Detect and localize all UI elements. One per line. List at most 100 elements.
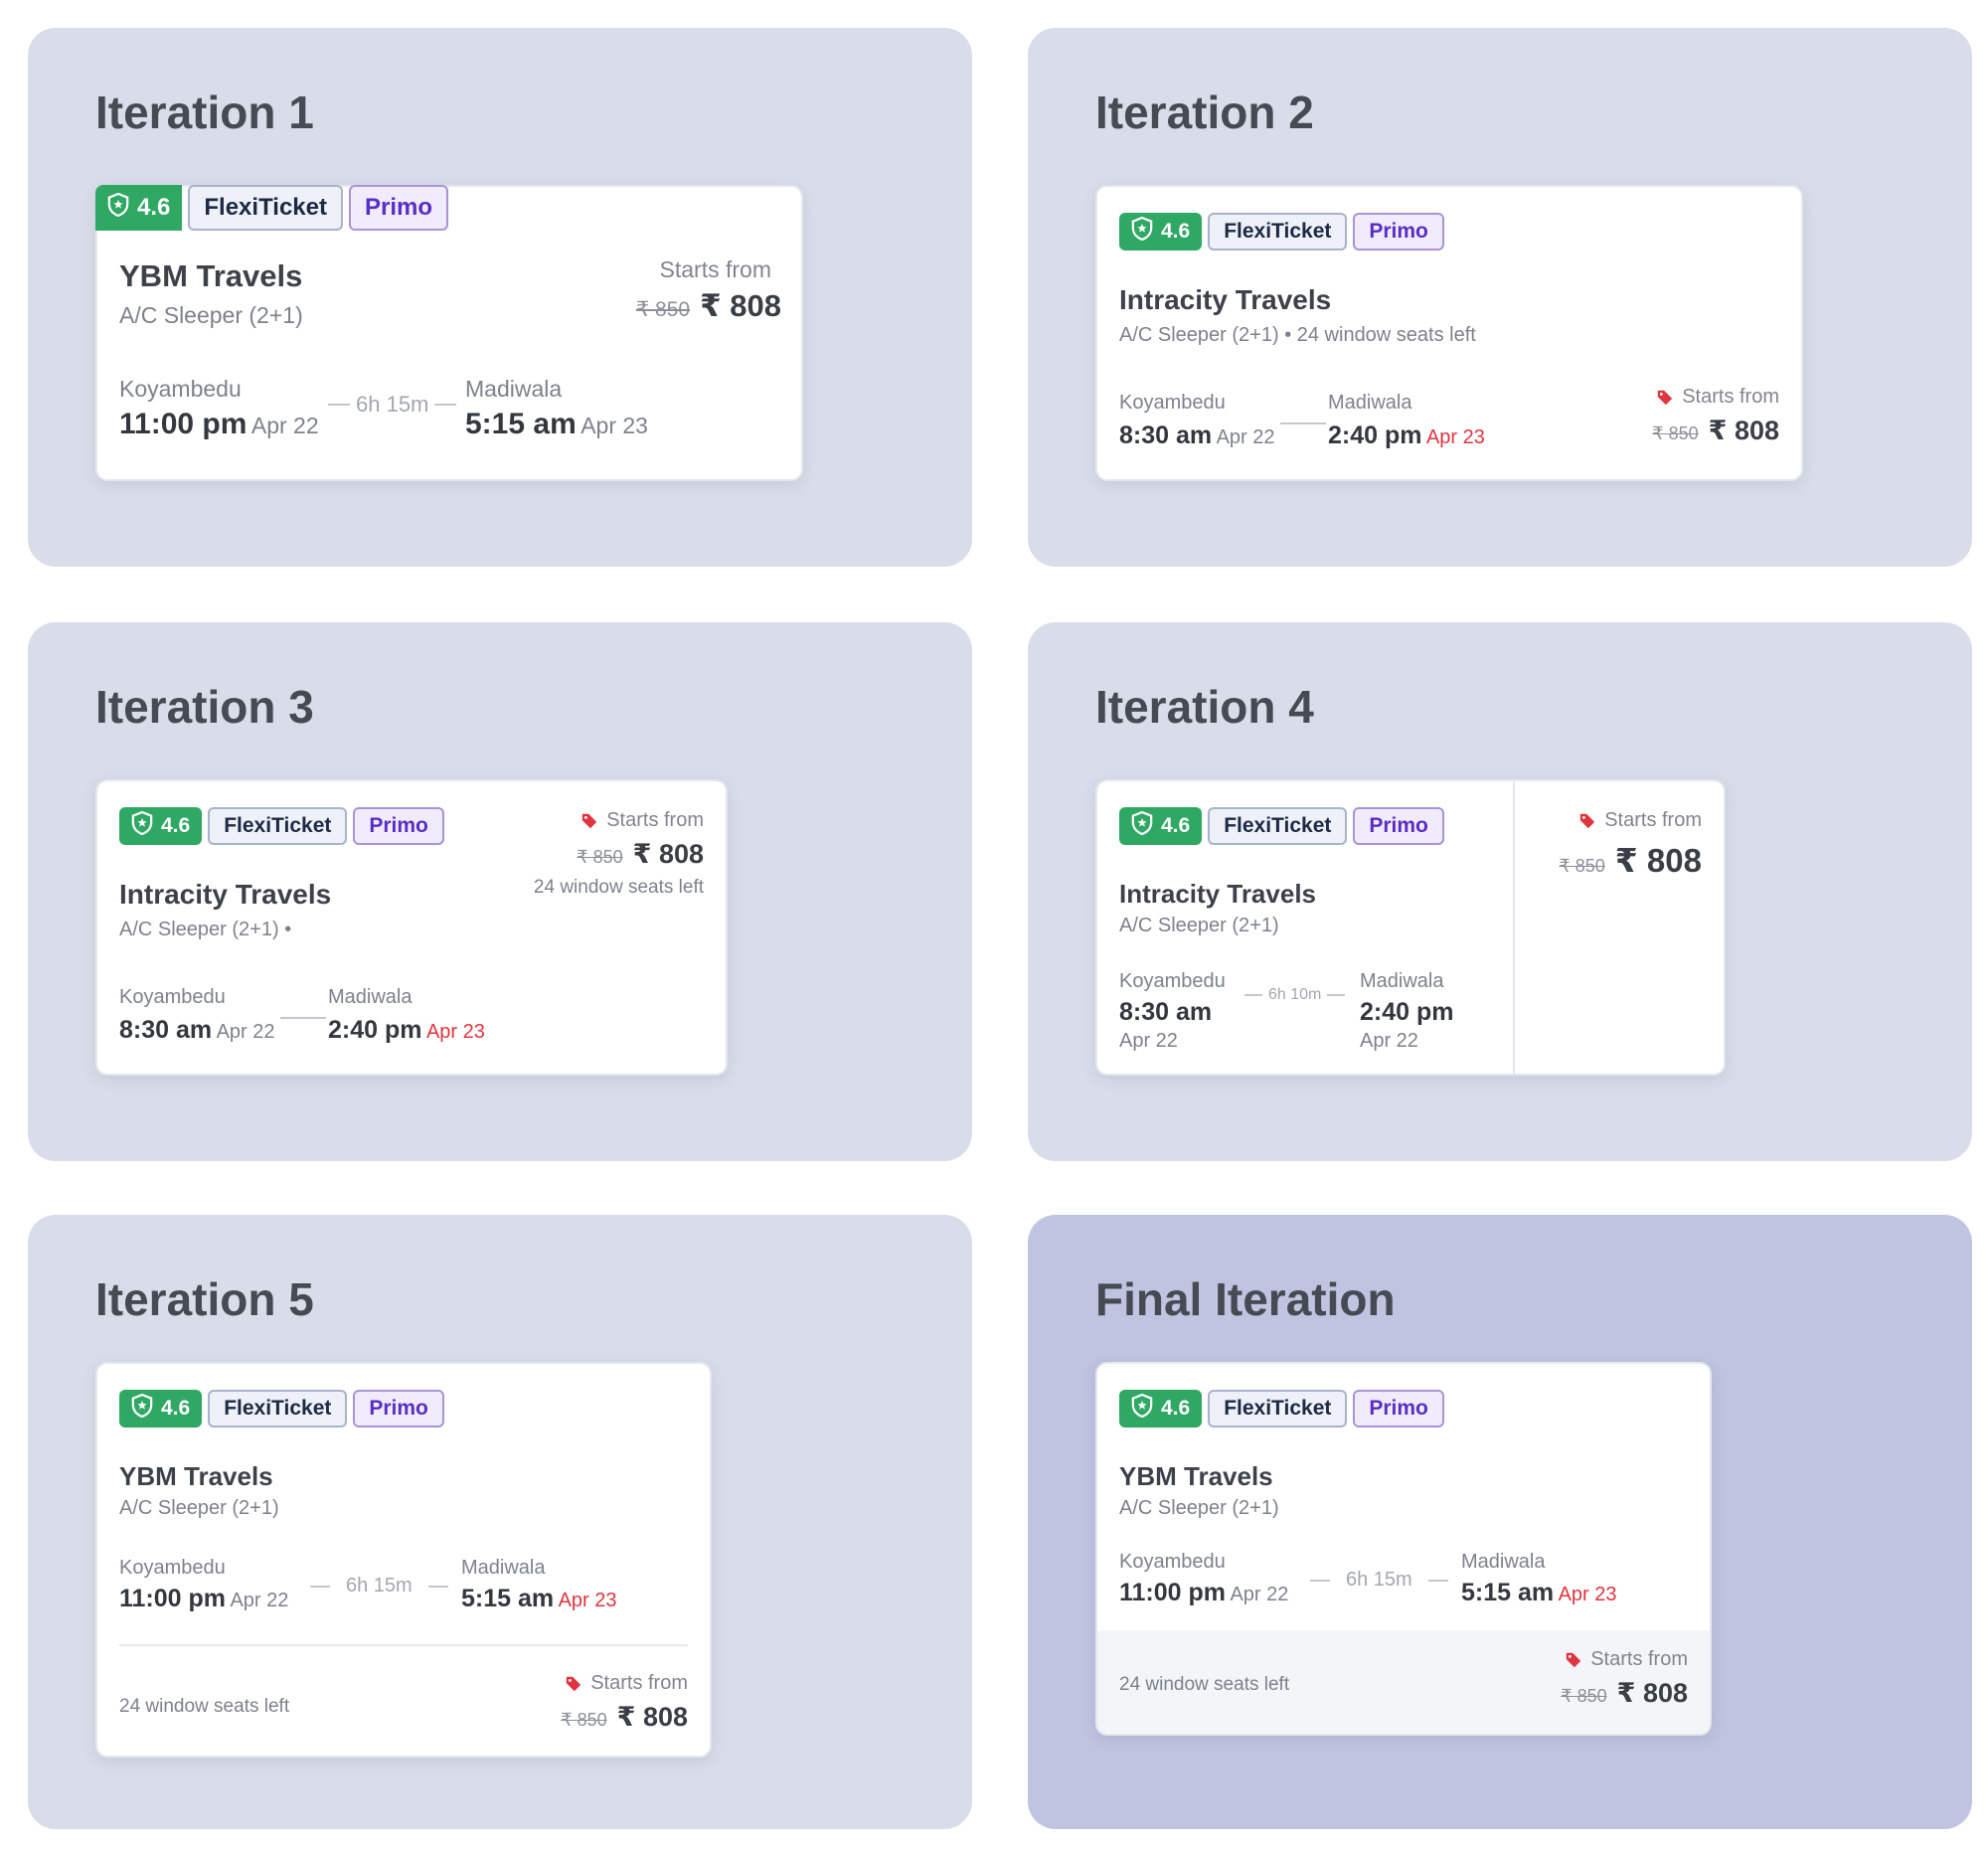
bus-card[interactable]: 4.6 FlexiTicket Primo YBM Travels A/C Sl… bbox=[95, 185, 803, 481]
arrival-time: 5:15 am bbox=[461, 1585, 555, 1612]
divider bbox=[119, 1644, 688, 1646]
bus-type: A/C Sleeper (2+1) bbox=[1119, 1497, 1279, 1519]
discounted-price: ₹ 808 bbox=[1614, 842, 1702, 879]
primo-badge: Primo bbox=[1353, 807, 1444, 845]
arrival-time: 2:40 pm bbox=[1328, 421, 1422, 449]
seats-left: 24 window seats left bbox=[1119, 1674, 1290, 1695]
rating-badge: 4.6 bbox=[119, 807, 203, 845]
arrival: 5:15 am Apr 23 bbox=[465, 408, 648, 441]
original-price: ₹ 850 bbox=[1561, 1686, 1607, 1706]
primo-badge: Primo bbox=[1353, 213, 1444, 251]
starts-from-label: Starts from bbox=[1565, 1648, 1688, 1671]
operator-name: Intracity Travels bbox=[119, 879, 332, 910]
price-tag-icon bbox=[1578, 812, 1596, 830]
price-tag-icon bbox=[1656, 389, 1674, 407]
journey-duration: 6h 15m bbox=[328, 392, 457, 418]
flexiticket-badge: FlexiTicket bbox=[208, 807, 348, 845]
departure-time: 11:00 pm bbox=[119, 408, 248, 440]
arrival-time: 5:15 am bbox=[1461, 1579, 1555, 1606]
operator-name: YBM Travels bbox=[119, 1461, 273, 1491]
primo-badge: Primo bbox=[349, 185, 449, 231]
origin-city: Koyambedu bbox=[119, 1557, 226, 1579]
journey-duration: 6h 15m bbox=[1310, 1569, 1448, 1592]
original-price: ₹ 850 bbox=[561, 1710, 607, 1730]
price: ₹ 850 ₹ 808 bbox=[577, 839, 704, 870]
price: ₹ 850 ₹ 808 bbox=[561, 1702, 688, 1733]
starts-from-label: Starts from bbox=[1578, 809, 1702, 832]
departure: 8:30 am Apr 22 bbox=[119, 1016, 275, 1045]
badge-row: 4.6 FlexiTicket Primo bbox=[119, 807, 444, 845]
shield-star-icon bbox=[131, 1393, 153, 1424]
iteration-3-panel: Iteration 3 4.6 FlexiTicket Primo Starts… bbox=[28, 622, 972, 1161]
flexiticket-badge: FlexiTicket bbox=[1208, 1390, 1348, 1428]
price: ₹ 850 ₹ 808 bbox=[636, 288, 781, 324]
rating-badge: 4.6 bbox=[95, 185, 183, 231]
starts-from-label: Starts from bbox=[565, 1672, 688, 1695]
departure-time: 8:30 am bbox=[1119, 421, 1213, 449]
origin-city: Koyambedu bbox=[119, 376, 242, 402]
origin-city: Koyambedu bbox=[1119, 970, 1226, 992]
arrival-time: 5:15 am bbox=[465, 408, 577, 440]
arrival: 2:40 pm Apr 23 bbox=[1328, 421, 1485, 450]
rating-badge: 4.6 bbox=[1119, 1390, 1203, 1428]
departure: 11:00 pm Apr 22 bbox=[1119, 1579, 1288, 1607]
price: ₹ 850 ₹ 808 bbox=[1652, 416, 1779, 446]
arrival-date: Apr 23 bbox=[1425, 426, 1485, 448]
price: ₹ 850 ₹ 808 bbox=[1561, 1678, 1688, 1709]
departure: 8:30 am Apr 22 bbox=[1119, 421, 1275, 450]
flexiticket-badge: FlexiTicket bbox=[1208, 213, 1348, 251]
operator-name: Intracity Travels bbox=[1119, 879, 1316, 909]
departure-time: 11:00 pm bbox=[119, 1585, 227, 1612]
starts-from-label: Starts from bbox=[659, 256, 771, 282]
arrival: 5:15 am Apr 23 bbox=[461, 1585, 617, 1613]
bus-type: A/C Sleeper (2+1) bbox=[119, 302, 303, 328]
departure: 11:00 pm Apr 22 bbox=[119, 1585, 288, 1613]
bus-type: A/C Sleeper (2+1) • bbox=[119, 919, 292, 940]
operator-name: YBM Travels bbox=[1119, 1461, 1273, 1491]
arrival-date: Apr 23 bbox=[1558, 1584, 1617, 1605]
primo-badge: Primo bbox=[353, 807, 444, 845]
departure-time: 8:30 am bbox=[119, 1016, 213, 1044]
primo-badge: Primo bbox=[1353, 1390, 1444, 1428]
badge-row: 4.6 FlexiTicket Primo bbox=[1119, 213, 1444, 251]
iteration-4-panel: Iteration 4 4.6 FlexiTicket Primo Intrac… bbox=[1028, 622, 1972, 1161]
discounted-price: ₹ 808 bbox=[1708, 416, 1779, 445]
starts-from-label: Starts from bbox=[580, 809, 704, 832]
arrival-date: Apr 23 bbox=[580, 413, 648, 438]
flexiticket-badge: FlexiTicket bbox=[208, 1390, 348, 1428]
seats-left: 24 window seats left bbox=[119, 1696, 290, 1717]
arrival-time: 2:40 pm bbox=[328, 1016, 422, 1044]
discounted-price: ₹ 808 bbox=[700, 288, 781, 323]
departure-date: Apr 22 bbox=[1216, 426, 1275, 448]
badge-row: 4.6 FlexiTicket Primo bbox=[1119, 1390, 1444, 1428]
panel-title: Iteration 3 bbox=[95, 681, 314, 733]
departure-date: Apr 22 bbox=[1230, 1584, 1289, 1605]
original-price: ₹ 850 bbox=[1652, 423, 1699, 443]
departure-time: 11:00 pm bbox=[1119, 1579, 1227, 1606]
duration-line bbox=[1280, 412, 1326, 429]
card-footer: 24 window seats left Starts from ₹ 850 ₹… bbox=[1097, 1630, 1710, 1734]
original-price: ₹ 850 bbox=[635, 298, 691, 321]
iteration-5-panel: Iteration 5 4.6 FlexiTicket Primo YBM Tr… bbox=[28, 1215, 972, 1829]
arrival: 2:40 pm Apr 23 bbox=[328, 1016, 485, 1045]
flexiticket-badge: FlexiTicket bbox=[1208, 807, 1348, 845]
bus-card[interactable]: 4.6 FlexiTicket Primo Intracity Travels … bbox=[1095, 779, 1726, 1076]
shield-star-icon bbox=[1131, 810, 1153, 841]
bus-card[interactable]: 4.6 FlexiTicket Primo YBM Travels A/C Sl… bbox=[95, 1362, 712, 1758]
seats-left: 24 window seats left bbox=[533, 877, 704, 898]
bus-card[interactable]: 4.6 FlexiTicket Primo Intracity Travels … bbox=[1095, 185, 1803, 481]
price-divider bbox=[1513, 781, 1515, 1074]
departure: 11:00 pm Apr 22 bbox=[119, 408, 319, 441]
primo-badge: Primo bbox=[353, 1390, 444, 1428]
discounted-price: ₹ 808 bbox=[1616, 1678, 1688, 1708]
journey-duration: 6h 10m bbox=[1244, 986, 1346, 1004]
destination-city: Madiwala bbox=[1461, 1551, 1546, 1573]
discounted-price: ₹ 808 bbox=[632, 839, 704, 869]
original-price: ₹ 850 bbox=[577, 847, 623, 867]
destination-city: Madiwala bbox=[1360, 970, 1444, 992]
bus-card[interactable]: 4.6 FlexiTicket Primo Starts from ₹ 850 … bbox=[95, 779, 728, 1076]
arrival-date: Apr 22 bbox=[1360, 1030, 1418, 1052]
badge-row: 4.6 FlexiTicket Primo bbox=[119, 1390, 444, 1428]
bus-card[interactable]: 4.6 FlexiTicket Primo YBM Travels A/C Sl… bbox=[1095, 1362, 1712, 1736]
operator-name: Intracity Travels bbox=[1119, 284, 1332, 315]
